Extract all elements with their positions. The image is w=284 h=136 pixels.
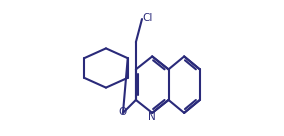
- Text: N: N: [148, 112, 156, 122]
- Text: O: O: [119, 107, 127, 117]
- Text: Cl: Cl: [143, 13, 153, 23]
